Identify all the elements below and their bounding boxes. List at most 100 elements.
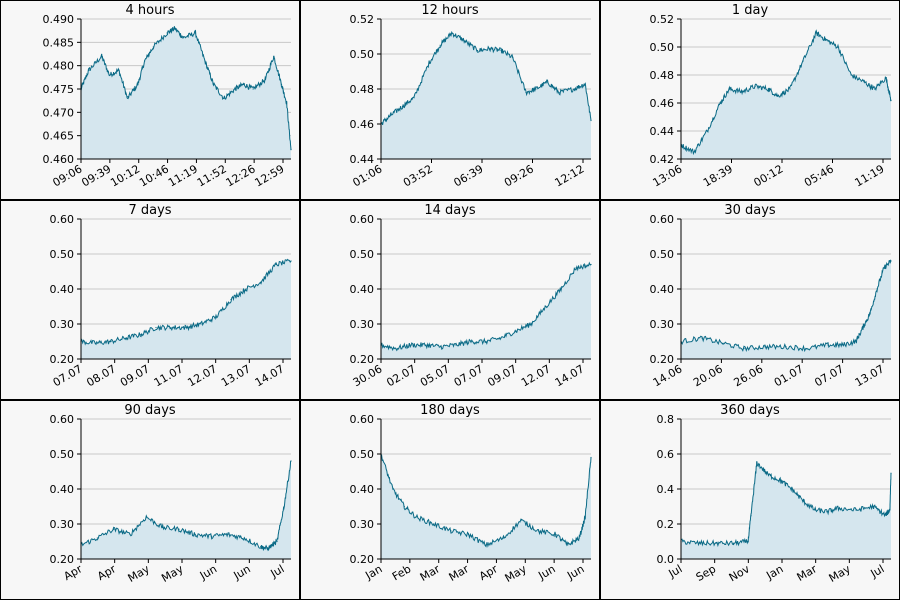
data-point [185,326,187,329]
x-tick-label: 09:06 [51,162,85,189]
y-tick-label: 0.60 [350,213,375,226]
data-point [750,514,752,516]
data-point [754,85,756,87]
data-point [440,346,442,348]
data-point [273,55,275,57]
data-point [145,516,147,518]
data-point [140,333,142,336]
data-point [535,88,537,90]
data-point [767,88,769,90]
chart-svg: 0.20 0.30 0.40 0.50 0.60 30.06 02.07 05.07 07.07… [350,213,592,389]
data-point [462,39,464,41]
chart-svg: 0.460 0.465 0.470 0.475 0.480 0.485 0.490 09:06… [43,13,292,189]
x-tick-label: 13.07 [219,362,253,389]
chart-panel: 12 hours 0.44 0.46 0.48 0.50 0.52 01:06 03:52 06… [300,0,600,200]
x-tick-label: 05.07 [418,362,452,389]
data-point [546,81,549,83]
x-tick-label: Jan [763,562,785,582]
x-tick-label: Sep [694,562,718,584]
x-tick-label: Jun [564,562,586,582]
data-point [515,330,517,332]
y-tick-label: 0.30 [350,518,375,531]
x-tick-label: May [827,562,854,585]
data-point [715,542,717,544]
series-area [81,461,291,559]
data-point [290,460,292,462]
data-point [137,83,139,85]
data-point [101,55,103,57]
data-point [747,540,749,543]
x-tick-label: Jun [197,562,219,582]
data-point [722,342,724,344]
chart-panel: 14 days 0.20 0.30 0.40 0.50 0.60 30.06 02.07 05.… [300,200,600,400]
data-point [108,74,111,76]
y-tick-label: 0.30 [650,318,675,331]
y-tick-label: 0.48 [350,83,375,96]
series-area [381,32,591,159]
data-point [814,509,816,511]
data-point [451,32,453,34]
data-point [883,267,885,269]
x-tick-label: 12.07 [185,362,219,389]
data-point [826,511,828,513]
x-tick-label: 00:12 [752,162,786,189]
data-point [869,312,871,315]
y-tick-label: 0.40 [50,283,75,296]
data-point [485,340,487,343]
data-point [223,97,225,99]
data-point [767,474,770,476]
y-tick-label: 0.30 [350,318,375,331]
y-tick-label: 0.490 [43,13,75,26]
data-point [872,505,875,508]
data-point [425,344,427,346]
y-tick-label: 0.20 [50,553,75,566]
chart-svg: 0.20 0.30 0.40 0.50 0.60 07.07 08.07 09.07 11.07… [50,213,292,389]
x-tick-label: Jul [868,562,887,580]
series-line [680,29,892,156]
data-point [802,500,805,502]
y-tick-label: 0.480 [43,60,75,73]
y-tick-label: 0.50 [350,48,375,61]
y-tick-label: 0.60 [650,213,675,226]
chart-panel: 30 days 0.20 0.30 0.40 0.50 0.60 14.06 20.06 26.… [600,200,900,400]
x-tick-label: 09.07 [118,362,152,389]
y-tick-label: 0.60 [350,413,375,426]
data-point [862,326,864,329]
data-point [555,533,557,536]
data-point [275,263,277,266]
series-line [680,259,892,353]
chart-title: 90 days [124,403,176,418]
x-tick-label: 13.07 [853,362,887,389]
chart-panel: 4 hours 0.460 0.465 0.470 0.475 0.480 0.485 0.4… [0,0,300,200]
x-tick-label: 14.07 [253,362,287,389]
data-point [113,528,115,530]
data-point [802,60,804,62]
data-point [841,344,843,346]
x-tick-label: Apr [95,562,118,583]
x-tick-label: 09:26 [502,162,536,189]
y-tick-label: 0.20 [350,353,375,366]
y-tick-label: 0.50 [650,248,675,261]
series-area [681,30,891,160]
data-point [234,88,236,90]
y-tick-label: 0.470 [43,106,75,119]
chart-title: 12 hours [421,3,479,18]
data-point [863,81,865,83]
y-tick-label: 0.460 [43,153,75,166]
data-point [152,46,154,48]
data-point [390,114,392,116]
x-tick-label: 12:12 [553,162,587,189]
data-point [276,540,278,543]
data-point [693,151,695,153]
data-point [584,516,586,518]
y-tick-label: 0.30 [50,518,75,531]
data-point [432,523,435,525]
series-area [81,259,291,359]
x-tick-label: 30.06 [351,362,385,389]
y-tick-label: 0.6 [657,448,675,461]
data-point [890,260,892,262]
data-point [885,77,887,79]
data-point [520,519,522,522]
data-point [182,37,185,39]
data-point [110,340,112,343]
